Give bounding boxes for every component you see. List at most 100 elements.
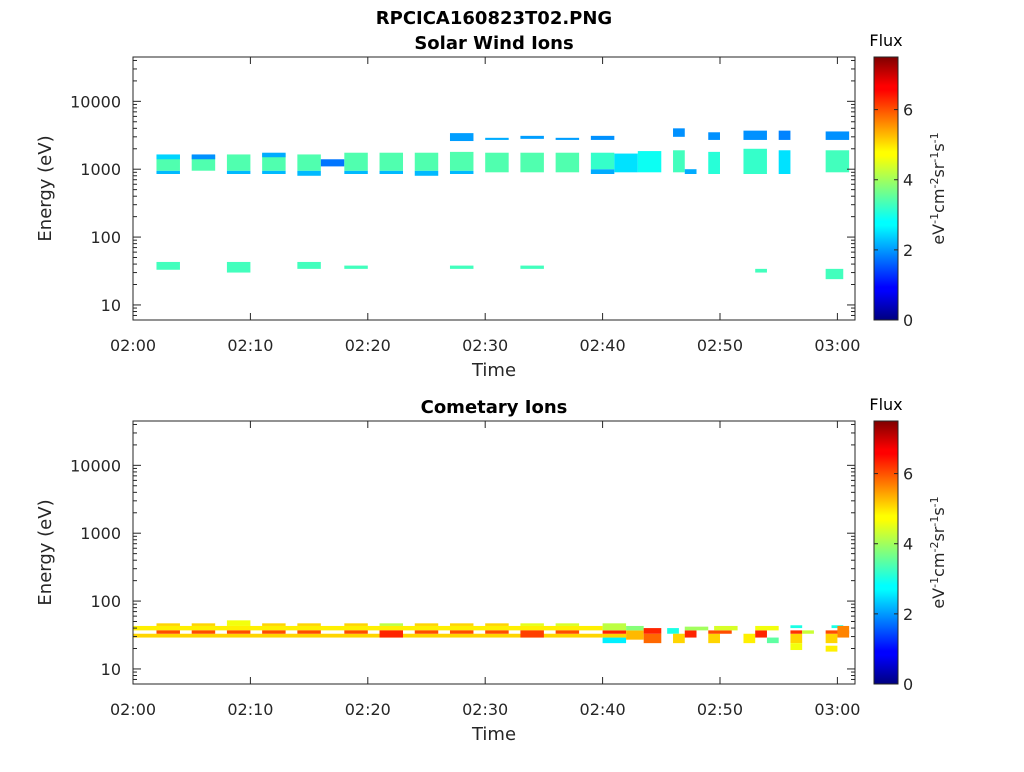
colorbar-label-part: cm bbox=[929, 189, 948, 213]
heatmap-cell bbox=[414, 623, 439, 626]
heatmap-cell bbox=[449, 133, 474, 142]
heatmap-cell bbox=[825, 268, 844, 280]
heatmap-cell bbox=[344, 630, 368, 634]
heatmap-cell bbox=[262, 152, 286, 158]
heatmap-cell bbox=[344, 623, 368, 626]
heatmap-cell bbox=[673, 633, 685, 644]
heatmap-cell bbox=[708, 633, 720, 644]
heatmap-cell bbox=[590, 152, 615, 170]
heatmap-cell bbox=[191, 154, 216, 160]
colorbar-label-part: -1 bbox=[928, 516, 941, 527]
heatmap-cell bbox=[684, 169, 697, 174]
x-tick-label: 02:40 bbox=[580, 700, 626, 719]
heatmap-cell bbox=[156, 261, 180, 270]
heatmap-cell bbox=[602, 630, 627, 634]
colorbar-tick-label: 6 bbox=[903, 465, 913, 484]
heatmap-cell bbox=[555, 630, 580, 634]
heatmap-cell bbox=[297, 623, 321, 626]
heatmap-cell bbox=[626, 625, 644, 631]
heatmap-cell bbox=[708, 132, 720, 140]
heatmap-cell bbox=[825, 150, 850, 173]
heatmap-cell bbox=[555, 137, 580, 140]
x-tick-label: 02:50 bbox=[697, 336, 743, 355]
colorbar-tick-label: 4 bbox=[903, 171, 913, 190]
colorbar-label-part: -1 bbox=[928, 496, 941, 507]
y-tick-label: 1000 bbox=[80, 524, 121, 543]
heatmap-cell bbox=[790, 625, 803, 629]
heatmap-cell bbox=[133, 625, 603, 631]
heatmap-cell bbox=[520, 623, 544, 626]
heatmap-cell bbox=[226, 620, 251, 626]
heatmap-cell bbox=[344, 265, 368, 269]
heatmap-cell bbox=[520, 630, 544, 638]
heatmap-cell bbox=[825, 645, 838, 652]
colorbar-gradient bbox=[874, 57, 898, 320]
y-axis-label: Energy (eV) bbox=[35, 499, 56, 605]
colorbar-frame bbox=[873, 56, 899, 321]
heatmap-cell bbox=[755, 630, 767, 638]
heatmap-cell bbox=[637, 151, 662, 173]
y-tick-label: 1000 bbox=[80, 160, 121, 179]
heatmap-cell bbox=[520, 265, 544, 269]
heatmap-cell bbox=[743, 633, 756, 644]
colorbar-label-part: s bbox=[929, 507, 948, 515]
heatmap-cell bbox=[379, 623, 404, 626]
heatmap-cell bbox=[262, 630, 286, 634]
colorbar-label: eV-1cm-2sr-1s-1 bbox=[928, 132, 949, 244]
colorbar-frame bbox=[873, 420, 899, 685]
x-tick-label: 02:30 bbox=[462, 700, 508, 719]
heatmap-cell bbox=[802, 630, 814, 634]
heatmap-cell bbox=[602, 637, 627, 644]
heatmap-cell bbox=[778, 130, 791, 140]
heatmap-cell bbox=[262, 170, 286, 174]
heatmap-cell bbox=[708, 151, 720, 174]
heatmap-cell bbox=[714, 625, 738, 631]
colorbar-label-part: -1 bbox=[928, 152, 941, 163]
colorbar-label-part: eV bbox=[929, 224, 948, 245]
heatmap-cell bbox=[673, 128, 685, 137]
x-axis-label: Time bbox=[471, 724, 516, 745]
heatmap-cell bbox=[825, 633, 838, 644]
x-tick-label: 03:00 bbox=[814, 336, 860, 355]
plot-frame bbox=[132, 420, 856, 685]
heatmap-cell bbox=[684, 626, 709, 631]
x-tick-label: 02:40 bbox=[580, 336, 626, 355]
x-tick-label: 02:00 bbox=[110, 700, 156, 719]
heatmap-cell bbox=[790, 643, 803, 651]
colorbar-label-part: -2 bbox=[928, 542, 941, 553]
heatmap-cell bbox=[485, 137, 509, 140]
x-tick-label: 02:20 bbox=[345, 336, 391, 355]
heatmap-cell bbox=[156, 623, 180, 626]
heatmap-cell bbox=[156, 170, 180, 174]
heatmap-cell bbox=[297, 154, 321, 171]
panel-title: Cometary Ions bbox=[421, 397, 568, 418]
heatmap-cell bbox=[590, 169, 615, 174]
heatmap-cell bbox=[485, 152, 509, 173]
heatmap-cell bbox=[485, 630, 509, 634]
x-tick-label: 02:20 bbox=[345, 700, 391, 719]
heatmap-cell bbox=[262, 623, 286, 626]
solar-wind-panel: 02:00 02:10 02:20 02:30 02:40 02:50 03:00 10 100… bbox=[35, 31, 948, 381]
heatmap-cell bbox=[226, 154, 251, 171]
heatmap-cell bbox=[766, 637, 779, 644]
heatmap-cell bbox=[626, 630, 644, 640]
heatmap-cell bbox=[837, 625, 850, 638]
heatmap-cell bbox=[602, 633, 627, 638]
heatmap-cell bbox=[755, 268, 767, 273]
heatmap-cell bbox=[643, 633, 662, 644]
heatmap-cell bbox=[156, 154, 180, 160]
heatmap-cells bbox=[156, 128, 850, 280]
heatmap-cell bbox=[743, 130, 767, 140]
heatmap-cell bbox=[790, 630, 803, 634]
x-tick-label: 02:50 bbox=[697, 700, 743, 719]
figure-title: RPCICA160823T02.PNG bbox=[376, 8, 612, 29]
heatmap-cell bbox=[414, 170, 439, 176]
heatmap-cell bbox=[743, 148, 767, 174]
x-axis-label: Time bbox=[471, 360, 516, 381]
heatmap-cell bbox=[449, 170, 474, 174]
x-tick-label: 02:00 bbox=[110, 336, 156, 355]
heatmap-cell bbox=[344, 152, 368, 171]
x-tick-label: 02:10 bbox=[227, 336, 273, 355]
heatmap-cell bbox=[602, 623, 627, 631]
heatmap-cell bbox=[156, 630, 180, 634]
